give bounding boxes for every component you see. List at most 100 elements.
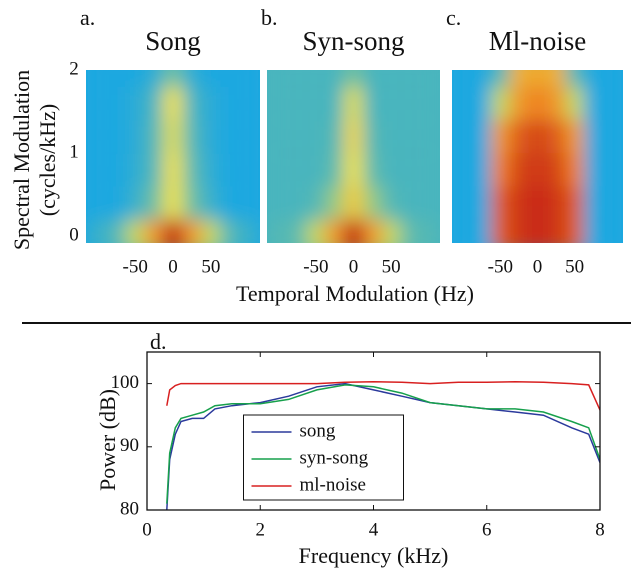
- y-axis-label: (cycles/kHz): [35, 104, 60, 216]
- heatmap-cell: [144, 86, 164, 120]
- heatmap-cell: [472, 119, 492, 154]
- x-axis-label: Frequency (kHz): [299, 543, 449, 568]
- heatmap-cell: [381, 119, 401, 154]
- heatmap-cell: [583, 186, 603, 220]
- y-tick-label: 100: [111, 372, 140, 393]
- x-tick-label: 0: [168, 256, 178, 277]
- heatmap-cell: [268, 153, 288, 187]
- heatmap-cell: [362, 153, 382, 187]
- x-tick-label: 2: [256, 519, 266, 540]
- heatmap-cell: [125, 119, 145, 154]
- x-tick-label: -50: [488, 256, 513, 277]
- heatmap-cell: [583, 70, 603, 87]
- heatmap-cell: [325, 219, 345, 243]
- legend-label: song: [300, 420, 336, 441]
- heatmap-cell: [106, 119, 126, 154]
- heatmap-cell: [306, 86, 326, 120]
- heatmap-cell: [528, 70, 547, 87]
- x-tick-label: 6: [482, 519, 492, 540]
- heatmap-cell: [125, 153, 145, 187]
- heatmap-cell: [306, 186, 326, 220]
- legend-label: ml-noise: [300, 474, 367, 495]
- panel-title: Ml-noise: [489, 26, 587, 56]
- heatmap-cell: [381, 70, 401, 87]
- heatmap-cell: [125, 86, 145, 120]
- heatmap-cell: [144, 119, 164, 154]
- y-tick-label: 0: [69, 225, 79, 246]
- heatmap-cell: [220, 186, 240, 220]
- heatmap-cell: [546, 153, 566, 187]
- heatmap-cell: [546, 70, 566, 87]
- heatmap-cell: [602, 186, 622, 220]
- heatmap-cell: [306, 153, 326, 187]
- heatmap-cell: [362, 86, 382, 120]
- heatmap-cell: [144, 70, 164, 87]
- heatmap-cell: [528, 86, 547, 120]
- x-tick-label: 50: [565, 256, 584, 277]
- heatmap-cell: [306, 219, 326, 243]
- heatmap-cell: [182, 70, 202, 87]
- heatmap-cell: [182, 219, 202, 243]
- x-tick-label: -50: [123, 256, 148, 277]
- x-tick-label: 8: [595, 519, 605, 540]
- heatmap-cell: [220, 219, 240, 243]
- heatmap-cell: [453, 70, 473, 87]
- heatmap-cell: [528, 153, 547, 187]
- heatmap-cell: [491, 153, 510, 187]
- heatmap: [86, 70, 260, 243]
- heatmap-cell: [239, 70, 259, 87]
- heatmap-cell: [472, 70, 492, 87]
- heatmap-cell: [381, 186, 401, 220]
- heatmap-cell: [163, 86, 183, 120]
- heatmap-cell: [453, 153, 473, 187]
- heatmap-cell: [362, 219, 382, 243]
- x-tick-label: 0: [533, 256, 543, 277]
- heatmap-cell: [419, 86, 439, 120]
- heatmap-cell: [509, 153, 529, 187]
- heatmap-cell: [201, 153, 221, 187]
- heatmap-cell: [325, 119, 345, 154]
- heatmap-cell: [381, 153, 401, 187]
- line-series: [166, 380, 600, 411]
- heatmap-cell: [220, 70, 240, 87]
- y-tick-label: 90: [120, 435, 139, 456]
- heatmap-cell: [565, 153, 584, 187]
- heatmap-cell: [268, 70, 288, 87]
- heatmap-cell: [509, 119, 529, 154]
- heatmap-cell: [491, 70, 510, 87]
- heatmap-cell: [201, 186, 221, 220]
- heatmap-cell: [546, 219, 566, 243]
- panel-label: d.: [150, 329, 167, 354]
- heatmap-cell: [546, 186, 566, 220]
- panel-label: c.: [446, 5, 461, 30]
- heatmap-cell: [344, 86, 363, 120]
- heatmap-cell: [528, 186, 547, 220]
- heatmap-cell: [400, 153, 420, 187]
- heatmap-cell: [583, 153, 603, 187]
- heatmap-cell: [239, 119, 259, 154]
- heatmap-cell: [306, 70, 326, 87]
- heatmap-cell: [268, 219, 288, 243]
- heatmap-cell: [583, 219, 603, 243]
- x-axis-label: Temporal Modulation (Hz): [236, 281, 474, 306]
- heatmap-cell: [509, 219, 529, 243]
- heatmap-cell: [163, 70, 183, 87]
- x-tick-label: 50: [201, 256, 220, 277]
- heatmap-cell: [144, 219, 164, 243]
- heatmap-cell: [344, 186, 363, 220]
- heatmap-cell: [381, 219, 401, 243]
- heatmap-cell: [287, 219, 307, 243]
- heatmap-cell: [268, 119, 288, 154]
- heatmap: [267, 70, 440, 243]
- heatmap-cell: [287, 153, 307, 187]
- heatmap-cell: [400, 219, 420, 243]
- heatmap-cell: [182, 119, 202, 154]
- heatmap-cell: [201, 119, 221, 154]
- heatmap-cell: [239, 219, 259, 243]
- heatmap-cell: [87, 219, 107, 243]
- heatmap-cell: [325, 186, 345, 220]
- heatmap-cell: [602, 70, 622, 87]
- heatmap-cell: [306, 119, 326, 154]
- heatmap-cells: [268, 70, 439, 243]
- heatmap-cell: [344, 153, 363, 187]
